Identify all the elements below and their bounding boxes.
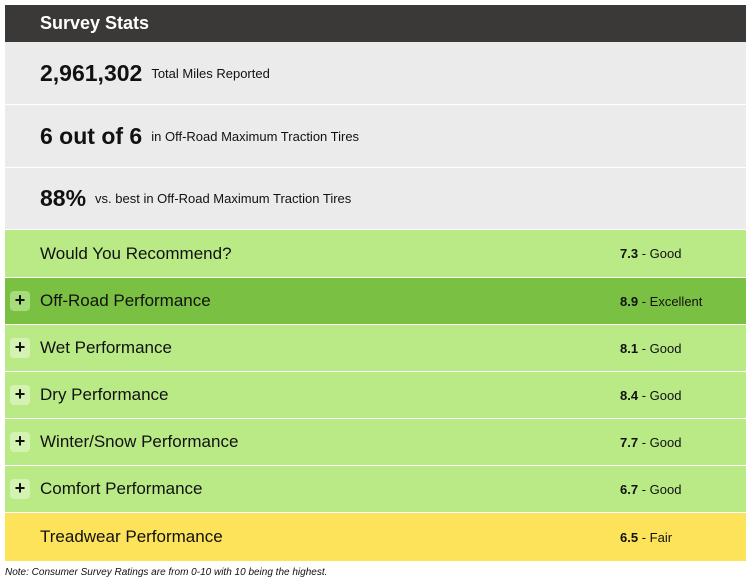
rating-score: 6.7 - Good bbox=[620, 482, 681, 497]
score-text: - Good bbox=[641, 387, 682, 403]
rating-label: Winter/Snow Performance bbox=[40, 432, 239, 451]
rating-score: 8.4 - Good bbox=[620, 388, 681, 403]
rating-label: Would You Recommend? bbox=[40, 243, 232, 263]
rating-row: + Wet Performance 8.1 - Good bbox=[5, 325, 746, 372]
rating-row: + Winter/Snow Performance 7.7 - Good bbox=[5, 419, 746, 466]
rating-row: + Off-Road Performance 8.9 - Excellent bbox=[5, 278, 746, 325]
score-value: 8.9 bbox=[620, 293, 639, 309]
survey-panel: Survey Stats 2,961,302 Total Miles Report… bbox=[5, 5, 746, 562]
stat-value: 6 out of 6 bbox=[40, 122, 143, 149]
score-text: - Good bbox=[641, 434, 682, 450]
rating-row: Treadwear Performance 6.5 - Fair bbox=[5, 513, 746, 562]
rating-score: 8.9 - Excellent bbox=[620, 294, 702, 309]
rating-row: + Comfort Performance 6.7 - Good bbox=[5, 466, 746, 513]
stat-label: in Off-Road Maximum Traction Tires bbox=[151, 128, 360, 144]
score-text: - Good bbox=[641, 340, 682, 356]
stat-row: 6 out of 6 in Off-Road Maximum Traction T… bbox=[5, 105, 746, 168]
rating-score: 6.5 - Fair bbox=[620, 530, 672, 545]
rating-row: Would You Recommend? 7.3 - Good bbox=[5, 230, 746, 278]
expand-button[interactable]: + bbox=[10, 338, 30, 358]
score-value: 8.1 bbox=[620, 340, 639, 356]
stats: 2,961,302 Total Miles Reported 6 out of 6 i… bbox=[5, 42, 746, 230]
stat-value: 2,961,302 bbox=[40, 59, 143, 86]
rating-score: 7.3 - Good bbox=[620, 246, 681, 261]
header-title: Survey Stats bbox=[5, 5, 746, 42]
stat-value: 88% bbox=[40, 185, 87, 211]
note: Note: Consumer Survey Ratings are from 0… bbox=[5, 567, 328, 578]
expand-button[interactable]: + bbox=[10, 479, 30, 499]
score-value: 6.5 bbox=[620, 529, 639, 545]
stat-label: Total Miles Reported bbox=[151, 65, 270, 81]
rating-label: Wet Performance bbox=[40, 338, 172, 357]
ratings: Would You Recommend? 7.3 - Good + Off-Road … bbox=[5, 230, 746, 562]
rating-row: + Dry Performance 8.4 - Good bbox=[5, 372, 746, 419]
score-text: - Fair bbox=[641, 529, 673, 545]
score-text: - Excellent bbox=[641, 293, 703, 309]
rating-label: Treadwear Performance bbox=[40, 527, 223, 546]
score-value: 8.4 bbox=[620, 387, 639, 403]
stat-row: 88% vs. best in Off-Road Maximum Traction… bbox=[5, 168, 746, 230]
rating-score: 7.7 - Good bbox=[620, 435, 681, 450]
rating-label: Dry Performance bbox=[40, 385, 169, 404]
score-value: 7.7 bbox=[620, 434, 639, 450]
rating-label: Off-Road Performance bbox=[40, 291, 211, 310]
score-value: 7.3 bbox=[620, 246, 639, 261]
score-text: - Good bbox=[641, 481, 682, 497]
stat-label: vs. best in Off-Road Maximum Traction Ti… bbox=[95, 191, 352, 206]
stat-row: 2,961,302 Total Miles Reported bbox=[5, 42, 746, 105]
score-value: 6.7 bbox=[620, 481, 639, 497]
rating-score: 8.1 - Good bbox=[620, 341, 681, 356]
score-text: - Good bbox=[641, 246, 682, 261]
expand-button[interactable]: + bbox=[10, 385, 30, 405]
rating-label: Comfort Performance bbox=[40, 479, 203, 498]
expand-button[interactable]: + bbox=[10, 291, 30, 311]
expand-button[interactable]: + bbox=[10, 432, 30, 452]
